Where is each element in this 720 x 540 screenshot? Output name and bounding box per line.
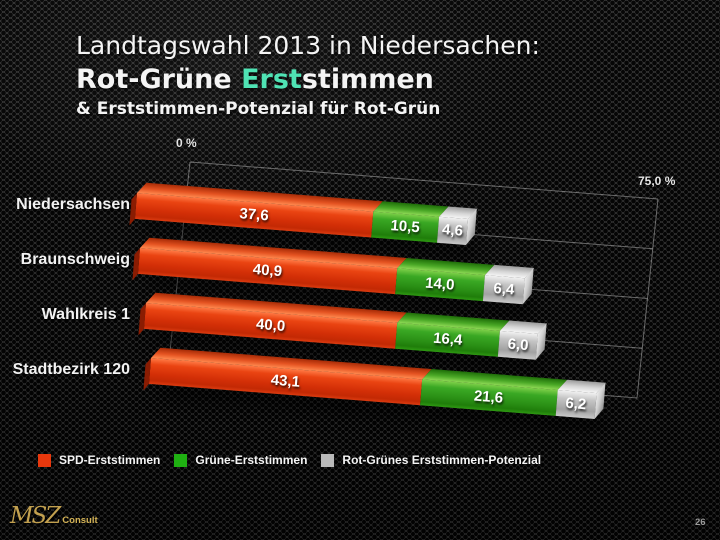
legend-label-spd: SPD-Erststimmen bbox=[59, 453, 161, 467]
legend-swatch-red bbox=[38, 453, 51, 467]
value-label: 10,5 bbox=[389, 217, 421, 237]
value-label: 14,0 bbox=[424, 274, 456, 294]
value-label: 16,4 bbox=[432, 329, 463, 349]
chart-legend: SPD-Erststimmen Grüne-Erststimmen Rot-Gr… bbox=[38, 453, 541, 467]
value-label: 6,2 bbox=[564, 394, 587, 414]
title-line1: Landtagswahl 2013 in Niedersachen: bbox=[76, 31, 540, 60]
legend-item-gruene: Grüne-Erststimmen bbox=[174, 453, 307, 467]
legend-item-potenzial: Rot-Grünes Erststimmen-Potenzial bbox=[321, 453, 541, 467]
legend-swatch-gray bbox=[321, 453, 335, 467]
bar-segment-potenzial: 6,2 bbox=[555, 379, 606, 419]
axis-label-max: 75,0 % bbox=[638, 174, 676, 188]
bar-segment-gruene: 10,5 bbox=[371, 201, 449, 243]
slide-title: Landtagswahl 2013 in Niedersachen: Rot-G… bbox=[76, 30, 540, 120]
title-line2-highlight: Erst bbox=[241, 64, 302, 96]
title-line3: & Erststimmen-Potenzial für Rot-Grün bbox=[76, 99, 441, 119]
category-label-niedersachsen: Niedersachsen bbox=[16, 196, 130, 213]
legend-label-gruene: Grüne-Erststimmen bbox=[195, 453, 308, 467]
logo-suffix-text: Consult bbox=[62, 515, 98, 526]
category-label-stadtbezirk-120: Stadtbezirk 120 bbox=[12, 361, 130, 378]
bar-segment-potenzial: 4,6 bbox=[437, 206, 478, 245]
value-label: 4,6 bbox=[441, 221, 464, 240]
title-line2-suffix: stimmen bbox=[301, 64, 434, 96]
msz-consult-logo: MSZ Consult bbox=[10, 503, 98, 529]
bar-segment-potenzial: 6,4 bbox=[482, 264, 535, 305]
page-number: 26 bbox=[695, 517, 706, 528]
category-label-braunschweig: Braunschweig bbox=[20, 251, 130, 268]
bar-segment-potenzial: 6,0 bbox=[498, 320, 548, 360]
value-label: 6,0 bbox=[507, 335, 530, 355]
legend-label-potenzial: Rot-Grünes Erststimmen-Potenzial bbox=[342, 453, 542, 467]
value-label: 6,4 bbox=[492, 279, 515, 299]
legend-swatch-green bbox=[174, 453, 188, 467]
legend-item-spd: SPD-Erststimmen bbox=[38, 453, 160, 467]
logo-script-text: MSZ bbox=[10, 503, 61, 529]
title-line2: Rot-Grüne Erststimmen bbox=[76, 63, 540, 97]
axis-label-min: 0 % bbox=[176, 136, 197, 150]
category-label-wahlkreis-1: Wahlkreis 1 bbox=[41, 306, 130, 323]
title-line2-prefix: Rot-Grüne bbox=[76, 64, 242, 96]
